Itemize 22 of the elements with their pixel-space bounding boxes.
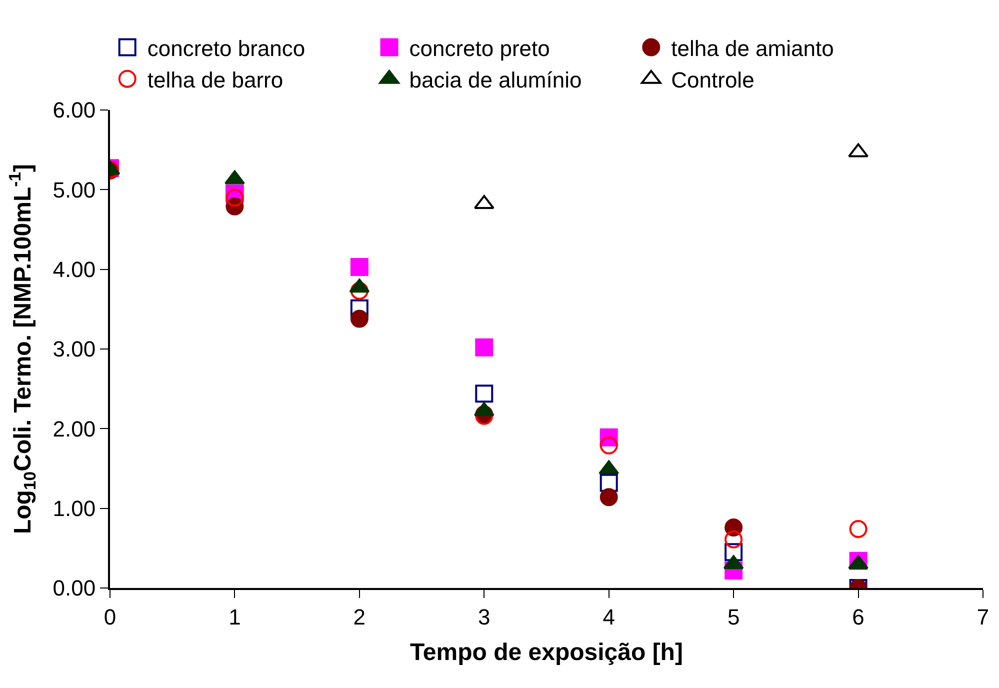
x-tick-label: 7 [976,604,990,630]
legend-label: bacia de alumínio [409,67,582,92]
legend-label: concreto branco [147,36,306,61]
y-tick-label: 4.00 [52,257,96,282]
y-tick-label: 2.00 [52,416,96,442]
x-tick-label: 2 [353,604,366,630]
legend-label: telha de amianto [671,36,834,61]
x-tick-label: 4 [602,604,615,630]
y-tick-label: 5.00 [52,177,96,202]
y-tick-label: 0.00 [52,576,96,601]
x-tick-label: 6 [852,604,864,630]
y-tick-label: 6.00 [52,98,96,123]
legend-label: concreto preto [409,36,550,61]
x-axis-title: Tempo de exposição [h] [410,639,683,666]
x-tick-label: 3 [478,604,490,630]
y-tick-label: 3.00 [52,336,96,362]
legend-label: Controle [671,67,754,92]
x-tick-label: 1 [228,604,241,630]
legend-label: telha de barro [147,67,284,92]
x-tick-label: 5 [727,604,740,630]
y-tick-label: 1.00 [52,496,96,522]
x-tick-label: 0 [104,604,116,630]
